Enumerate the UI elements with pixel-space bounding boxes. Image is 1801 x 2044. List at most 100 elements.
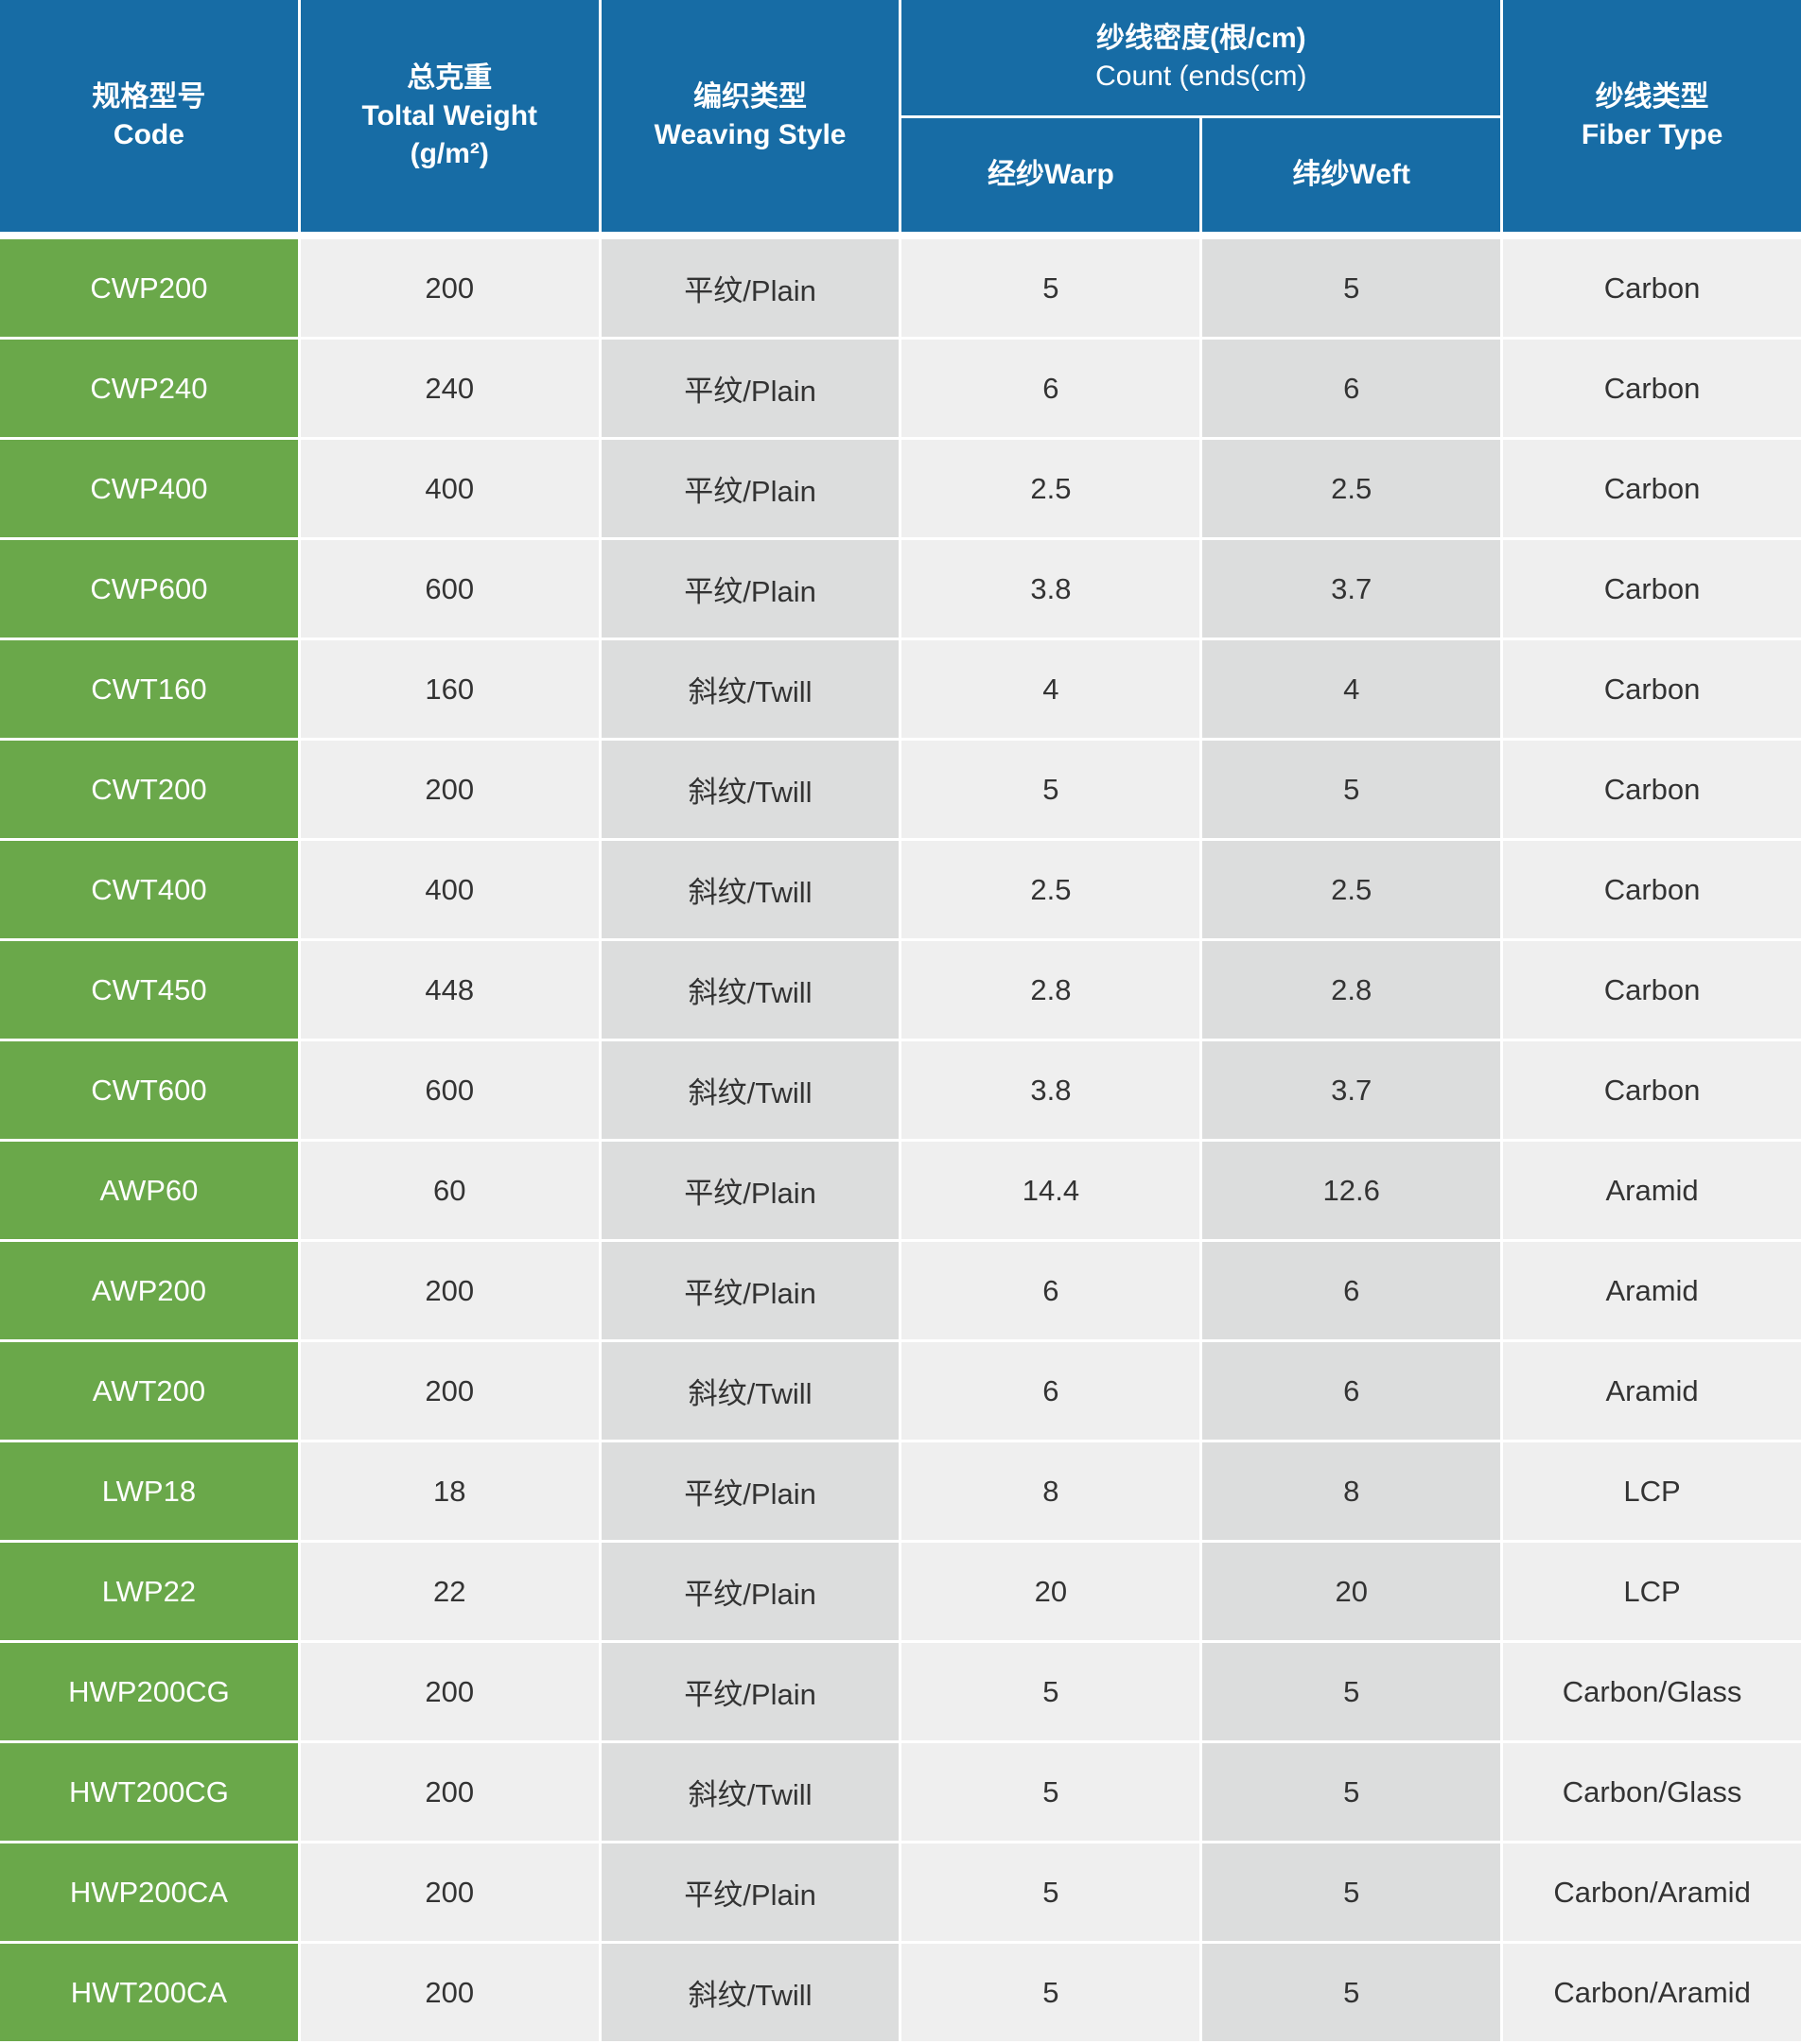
- cell-fiber: Aramid: [1503, 1142, 1801, 1239]
- cell-weight: 200: [300, 1743, 599, 1841]
- header-weaving-zh: 编织类型: [693, 80, 808, 113]
- cell-warp: 5: [901, 1843, 1200, 1941]
- table-row: HWP200CG 200 平纹/Plain 5 5 Carbon/Glass: [0, 1643, 1801, 1740]
- header-code-zh: 规格型号: [92, 80, 206, 113]
- cell-code: LWP22: [0, 1543, 298, 1640]
- cell-fiber: LCP: [1503, 1442, 1801, 1540]
- header-count-zh: 纱线密度(根/cm): [1095, 23, 1306, 54]
- cell-weaving: 斜纹/Twill: [601, 941, 900, 1039]
- cell-weft: 6: [1202, 1242, 1501, 1339]
- cell-warp: 3.8: [901, 1041, 1200, 1139]
- cell-code: CWT450: [0, 941, 298, 1039]
- cell-fiber: Carbon: [1503, 741, 1801, 838]
- cell-weft: 2.8: [1202, 941, 1501, 1039]
- cell-code: CWT400: [0, 841, 298, 938]
- cell-fiber: Carbon/Glass: [1503, 1743, 1801, 1841]
- cell-code: AWP60: [0, 1142, 298, 1239]
- cell-code: CWP240: [0, 340, 298, 437]
- cell-fiber: Carbon: [1503, 1041, 1801, 1139]
- cell-weaving: 斜纹/Twill: [601, 640, 900, 738]
- cell-code: CWT200: [0, 741, 298, 838]
- cell-weaving: 平纹/Plain: [601, 340, 900, 437]
- cell-code: AWT200: [0, 1342, 298, 1440]
- cell-fiber: Carbon: [1503, 235, 1801, 337]
- cell-warp: 8: [901, 1442, 1200, 1540]
- table-row: HWP200CA 200 平纹/Plain 5 5 Carbon/Aramid: [0, 1843, 1801, 1941]
- cell-weaving: 斜纹/Twill: [601, 1342, 900, 1440]
- cell-weft: 5: [1202, 741, 1501, 838]
- cell-weight: 18: [300, 1442, 599, 1540]
- cell-warp: 4: [901, 640, 1200, 738]
- cell-code: CWP600: [0, 540, 298, 638]
- cell-weft: 2.5: [1202, 841, 1501, 938]
- cell-weight: 200: [300, 235, 599, 337]
- cell-weight: 160: [300, 640, 599, 738]
- cell-warp: 5: [901, 741, 1200, 838]
- cell-weft: 5: [1202, 1843, 1501, 1941]
- table-row: AWP200 200 平纹/Plain 6 6 Aramid: [0, 1242, 1801, 1339]
- cell-warp: 5: [901, 1643, 1200, 1740]
- header-weight-en: Toltal Weight: [361, 99, 538, 131]
- cell-weaving: 平纹/Plain: [601, 1442, 900, 1540]
- table-row: CWP200 200 平纹/Plain 5 5 Carbon: [0, 235, 1801, 337]
- cell-weight: 448: [300, 941, 599, 1039]
- table-row: AWP60 60 平纹/Plain 14.4 12.6 Aramid: [0, 1142, 1801, 1239]
- cell-weaving: 斜纹/Twill: [601, 841, 900, 938]
- cell-fiber: Carbon: [1503, 941, 1801, 1039]
- cell-weft: 3.7: [1202, 540, 1501, 638]
- cell-weaving: 斜纹/Twill: [601, 1743, 900, 1841]
- header-count: 纱线密度(根/cm) Count (ends(cm): [901, 0, 1501, 115]
- cell-weaving: 斜纹/Twill: [601, 1944, 900, 2041]
- table-row: CWP600 600 平纹/Plain 3.8 3.7 Carbon: [0, 540, 1801, 638]
- cell-warp: 5: [901, 1944, 1200, 2041]
- header-code-en: Code: [113, 118, 184, 150]
- table-row: CWP400 400 平纹/Plain 2.5 2.5 Carbon: [0, 440, 1801, 537]
- header-weaving: 编织类型 Weaving Style: [601, 0, 900, 232]
- cell-weaving: 平纹/Plain: [601, 1543, 900, 1640]
- cell-warp: 6: [901, 1342, 1200, 1440]
- header-fiber-zh: 纱线类型: [1595, 80, 1709, 113]
- cell-warp: 20: [901, 1543, 1200, 1640]
- cell-code: CWT600: [0, 1041, 298, 1139]
- cell-warp: 6: [901, 340, 1200, 437]
- header-fiber: 纱线类型 Fiber Type: [1503, 0, 1801, 232]
- header-code: 规格型号 Code: [0, 0, 298, 232]
- cell-code: HWT200CG: [0, 1743, 298, 1841]
- cell-warp: 6: [901, 1242, 1200, 1339]
- cell-weight: 400: [300, 440, 599, 537]
- header-count-en: Count (ends(cm): [1095, 61, 1307, 92]
- cell-weight: 400: [300, 841, 599, 938]
- cell-code: HWP200CA: [0, 1843, 298, 1941]
- cell-weight: 240: [300, 340, 599, 437]
- cell-warp: 2.5: [901, 440, 1200, 537]
- cell-weaving: 平纹/Plain: [601, 540, 900, 638]
- cell-fiber: Carbon: [1503, 841, 1801, 938]
- cell-code: HWP200CG: [0, 1643, 298, 1740]
- cell-weight: 200: [300, 1944, 599, 2041]
- cell-fiber: Carbon/Glass: [1503, 1643, 1801, 1740]
- cell-fiber: Carbon: [1503, 440, 1801, 537]
- header-weight: 总克重 Toltal Weight (g/m²): [300, 0, 599, 232]
- header-weaving-en: Weaving Style: [654, 118, 847, 150]
- cell-warp: 14.4: [901, 1142, 1200, 1239]
- cell-fiber: Carbon/Aramid: [1503, 1944, 1801, 2041]
- cell-weaving: 平纹/Plain: [601, 1843, 900, 1941]
- cell-weaving: 平纹/Plain: [601, 1142, 900, 1239]
- cell-weight: 600: [300, 1041, 599, 1139]
- cell-weft: 3.7: [1202, 1041, 1501, 1139]
- cell-fiber: Carbon: [1503, 540, 1801, 638]
- cell-fiber: Aramid: [1503, 1242, 1801, 1339]
- cell-fiber: Carbon/Aramid: [1503, 1843, 1801, 1941]
- cell-code: LWP18: [0, 1442, 298, 1540]
- table-row: LWP18 18 平纹/Plain 8 8 LCP: [0, 1442, 1801, 1540]
- table-row: CWT160 160 斜纹/Twill 4 4 Carbon: [0, 640, 1801, 738]
- cell-weft: 20: [1202, 1543, 1501, 1640]
- cell-fiber: LCP: [1503, 1543, 1801, 1640]
- table-row: CWT600 600 斜纹/Twill 3.8 3.7 Carbon: [0, 1041, 1801, 1139]
- cell-warp: 5: [901, 235, 1200, 337]
- cell-weft: 2.5: [1202, 440, 1501, 537]
- cell-weaving: 平纹/Plain: [601, 1242, 900, 1339]
- cell-weaving: 平纹/Plain: [601, 235, 900, 337]
- table-row: CWT400 400 斜纹/Twill 2.5 2.5 Carbon: [0, 841, 1801, 938]
